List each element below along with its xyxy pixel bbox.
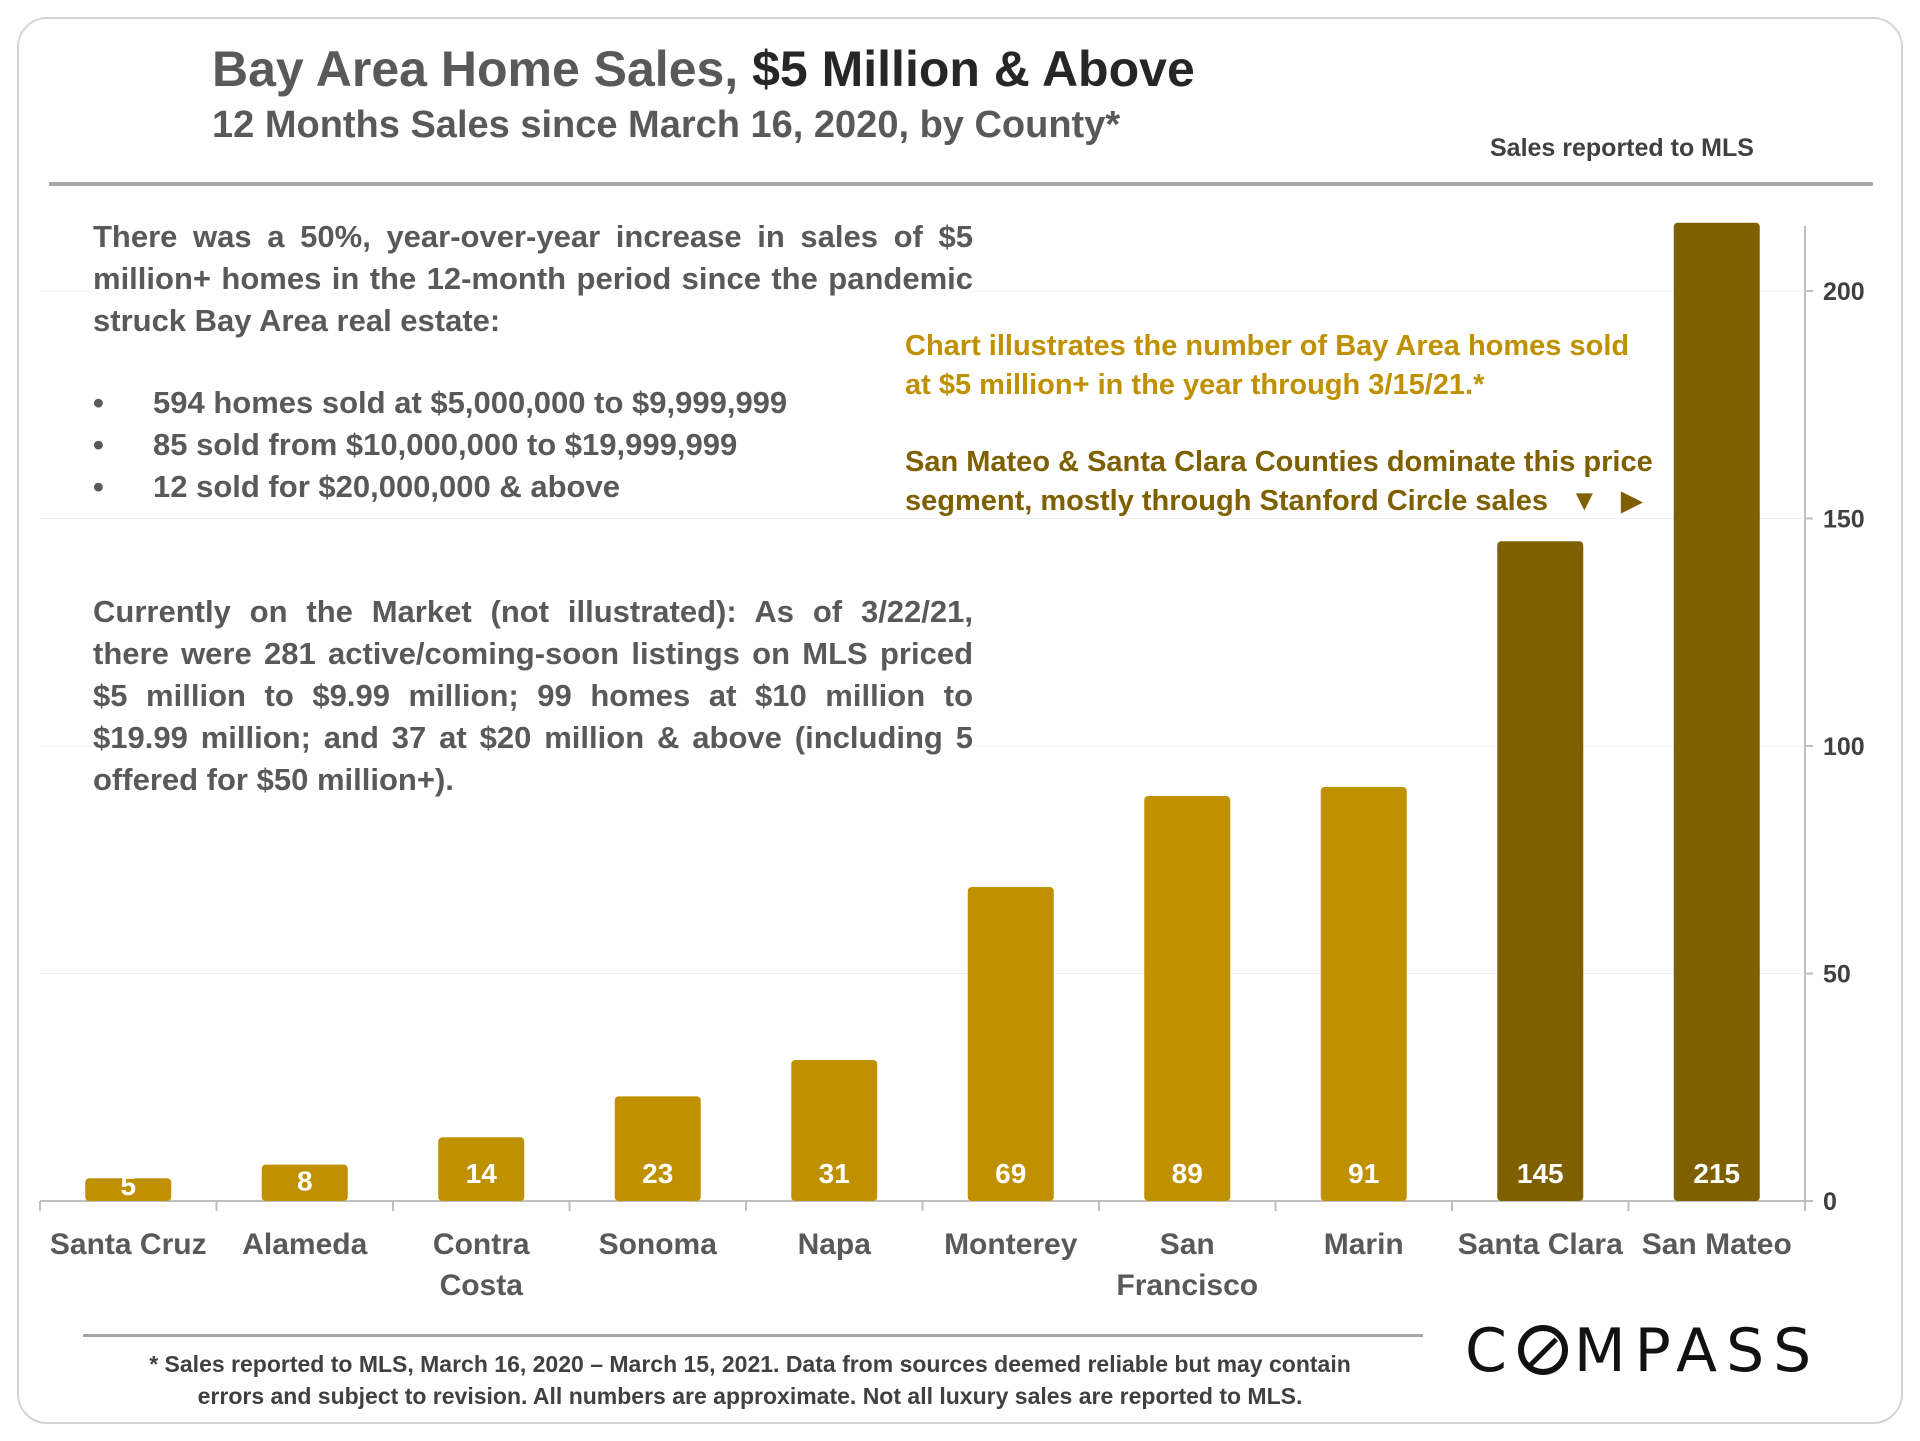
- bar: [1320, 786, 1407, 1201]
- footnote-line: errors and subject to revision. All numb…: [197, 1383, 1303, 1409]
- x-tick-label: Napa: [746, 1224, 922, 1265]
- sales-bullet-list: • 594 homes sold at $5,000,000 to $9,999,…: [93, 382, 787, 508]
- x-tick-label-line: Santa Cruz: [49, 1228, 207, 1261]
- bar: [85, 1178, 172, 1201]
- title-part-1: Bay Area Home Sales,: [212, 41, 739, 97]
- x-tick-label-line: Monterey: [944, 1228, 1078, 1261]
- data-label: 91: [1348, 1158, 1379, 1189]
- logo-letter: C: [1465, 1316, 1516, 1386]
- x-tick-label: Sonoma: [570, 1224, 746, 1265]
- data-label: 145: [1517, 1158, 1564, 1189]
- annotation-line: San Mateo & Santa Clara Counties dominat…: [905, 446, 1653, 478]
- x-tick-label: Monterey: [923, 1224, 1099, 1265]
- data-label: 89: [1172, 1158, 1203, 1189]
- bar: [967, 887, 1054, 1201]
- annotation-line: Chart illustrates the number of Bay Area…: [905, 330, 1630, 362]
- bar: [438, 1137, 525, 1201]
- arrow-right-icon: ▶: [1620, 485, 1643, 517]
- data-label: 69: [995, 1158, 1026, 1189]
- chart-subtitle: 12 Months Sales since March 16, 2020, by…: [212, 104, 1121, 146]
- footnote-line: * Sales reported to MLS, March 16, 2020 …: [149, 1351, 1351, 1377]
- x-tick-label: San Francisco: [1099, 1224, 1275, 1306]
- source-label: Sales reported to MLS: [1490, 134, 1754, 162]
- x-tick-label: Marin: [1276, 1224, 1452, 1265]
- data-label: 215: [1693, 1158, 1740, 1189]
- x-tick-label-line: Costa: [439, 1269, 523, 1302]
- bullet-text: 12 sold for $20,000,000 & above: [153, 469, 620, 504]
- x-tick-label: San Mateo: [1629, 1224, 1805, 1265]
- data-label: 5: [120, 1170, 136, 1201]
- bar: [614, 1096, 701, 1201]
- list-item: • 12 sold for $20,000,000 & above: [93, 466, 787, 508]
- top-divider: [49, 182, 1873, 186]
- x-tick-label-line: Francisco: [1116, 1269, 1259, 1302]
- footnote: * Sales reported to MLS, March 16, 2020 …: [90, 1348, 1410, 1412]
- y-tick-label: 100: [1823, 733, 1865, 761]
- x-tick-label: Contra Costa: [393, 1224, 569, 1306]
- x-tick-label-line: Santa Clara: [1457, 1228, 1623, 1261]
- bullet-icon: •: [93, 385, 104, 420]
- bar: [261, 1164, 348, 1201]
- chart-annotation-1: Chart illustrates the number of Bay Area…: [905, 327, 1629, 405]
- x-tick-label-line: Napa: [797, 1228, 871, 1261]
- logo-text: MPASS: [1573, 1316, 1821, 1386]
- x-tick-label-line: San: [1159, 1228, 1215, 1261]
- list-item: • 594 homes sold at $5,000,000 to $9,999,…: [93, 382, 787, 424]
- data-label: 8: [297, 1166, 313, 1197]
- bullet-text: 594 homes sold at $5,000,000 to $9,999,9…: [153, 385, 788, 420]
- compass-o-icon: [1517, 1325, 1568, 1375]
- bullet-icon: •: [93, 469, 104, 504]
- bullet-text: 85 sold from $10,000,000 to $19,999,999: [153, 427, 738, 462]
- bar: [1673, 222, 1760, 1201]
- x-tick-label: Santa Clara: [1452, 1224, 1628, 1265]
- x-tick-label: Santa Cruz: [40, 1224, 216, 1265]
- intro-paragraph: There was a 50%, year-over-year increase…: [93, 216, 973, 342]
- x-tick-label-line: Sonoma: [598, 1228, 717, 1261]
- compass-logo: C MPASS: [1465, 1316, 1820, 1386]
- annotation-text: segment, mostly through Stanford Circle …: [905, 485, 1548, 517]
- arrow-down-icon: ▼: [1569, 485, 1599, 517]
- bullet-icon: •: [93, 427, 104, 462]
- x-tick-label-line: San Mateo: [1641, 1228, 1792, 1261]
- bottom-divider: [83, 1334, 1423, 1337]
- bar: [1497, 541, 1584, 1201]
- x-tick-label-line: Marin: [1323, 1228, 1404, 1261]
- data-label: 23: [642, 1158, 673, 1189]
- bar: [1144, 796, 1231, 1201]
- list-item: • 85 sold from $10,000,000 to $19,999,999: [93, 424, 787, 466]
- y-tick-label: 0: [1823, 1188, 1837, 1216]
- y-tick-label: 200: [1823, 278, 1865, 306]
- annotation-line: segment, mostly through Stanford Circle …: [905, 482, 1653, 521]
- title-part-2: $5 Million & Above: [752, 41, 1195, 97]
- chart-title: Bay Area Home Sales, $5 Million & Above: [212, 40, 1195, 98]
- x-tick-label-line: Contra: [432, 1228, 530, 1261]
- data-label: 14: [466, 1158, 498, 1189]
- market-paragraph: Currently on the Market (not illustrated…: [93, 591, 973, 801]
- chart-annotation-2: San Mateo & Santa Clara Counties dominat…: [905, 443, 1653, 521]
- y-tick-label: 150: [1823, 506, 1865, 534]
- x-tick-label-line: Alameda: [242, 1228, 368, 1261]
- data-label: 31: [819, 1158, 850, 1189]
- x-tick-label: Alameda: [217, 1224, 393, 1265]
- y-tick-label: 50: [1823, 961, 1851, 989]
- annotation-line: at $5 million+ in the year through 3/15/…: [905, 369, 1485, 401]
- bar: [791, 1059, 878, 1201]
